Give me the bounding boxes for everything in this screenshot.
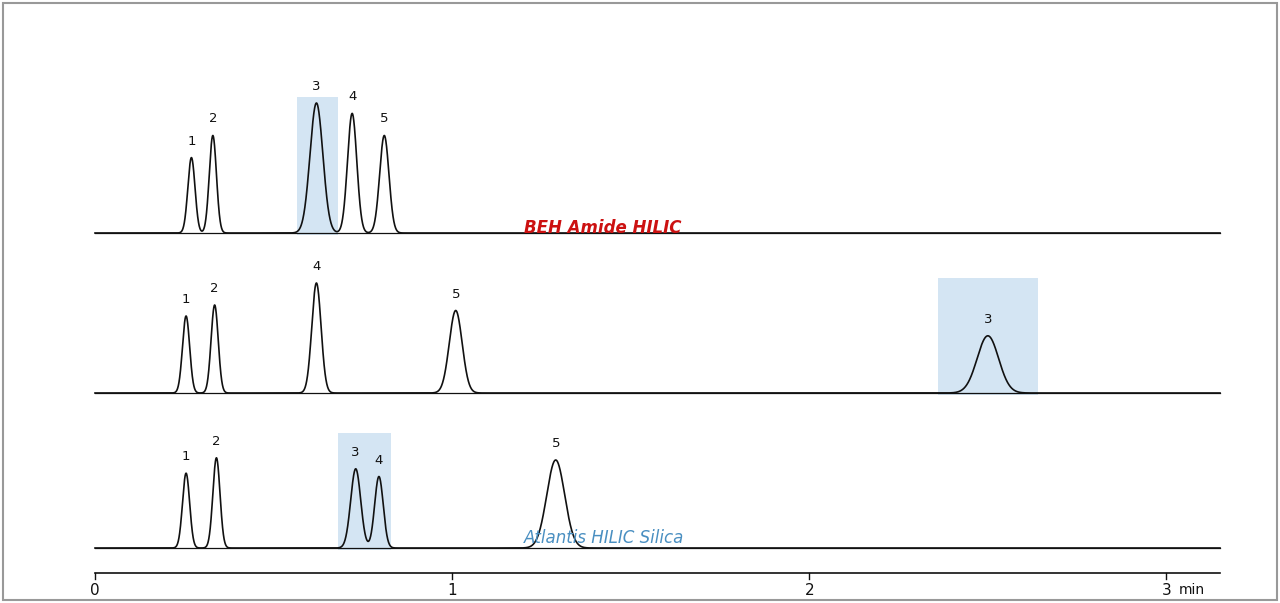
Text: min: min bbox=[1179, 583, 1204, 597]
Bar bbox=[938, 277, 1038, 395]
Text: 4: 4 bbox=[312, 260, 320, 273]
Text: 5: 5 bbox=[552, 437, 559, 450]
Text: 2: 2 bbox=[209, 113, 218, 125]
Text: BEH Amide HILIC: BEH Amide HILIC bbox=[524, 219, 681, 237]
Text: Atlantis HILIC Silica: Atlantis HILIC Silica bbox=[524, 529, 684, 547]
Text: 1: 1 bbox=[187, 134, 196, 148]
Text: 4: 4 bbox=[375, 453, 383, 467]
Text: 2: 2 bbox=[212, 435, 220, 448]
Text: 3: 3 bbox=[983, 313, 992, 326]
Text: 5: 5 bbox=[452, 288, 460, 300]
Text: 1: 1 bbox=[182, 450, 191, 463]
Text: 1: 1 bbox=[447, 583, 457, 598]
Text: 1: 1 bbox=[182, 293, 191, 306]
Text: 0: 0 bbox=[90, 583, 100, 598]
Text: 3: 3 bbox=[352, 446, 360, 459]
Text: 2: 2 bbox=[804, 583, 814, 598]
Bar bbox=[297, 96, 338, 235]
Text: 2: 2 bbox=[210, 282, 219, 295]
Text: 4: 4 bbox=[348, 90, 356, 103]
Text: 3: 3 bbox=[312, 80, 321, 93]
Text: 3: 3 bbox=[1161, 583, 1171, 598]
Bar bbox=[338, 432, 392, 550]
Text: 5: 5 bbox=[380, 113, 389, 125]
